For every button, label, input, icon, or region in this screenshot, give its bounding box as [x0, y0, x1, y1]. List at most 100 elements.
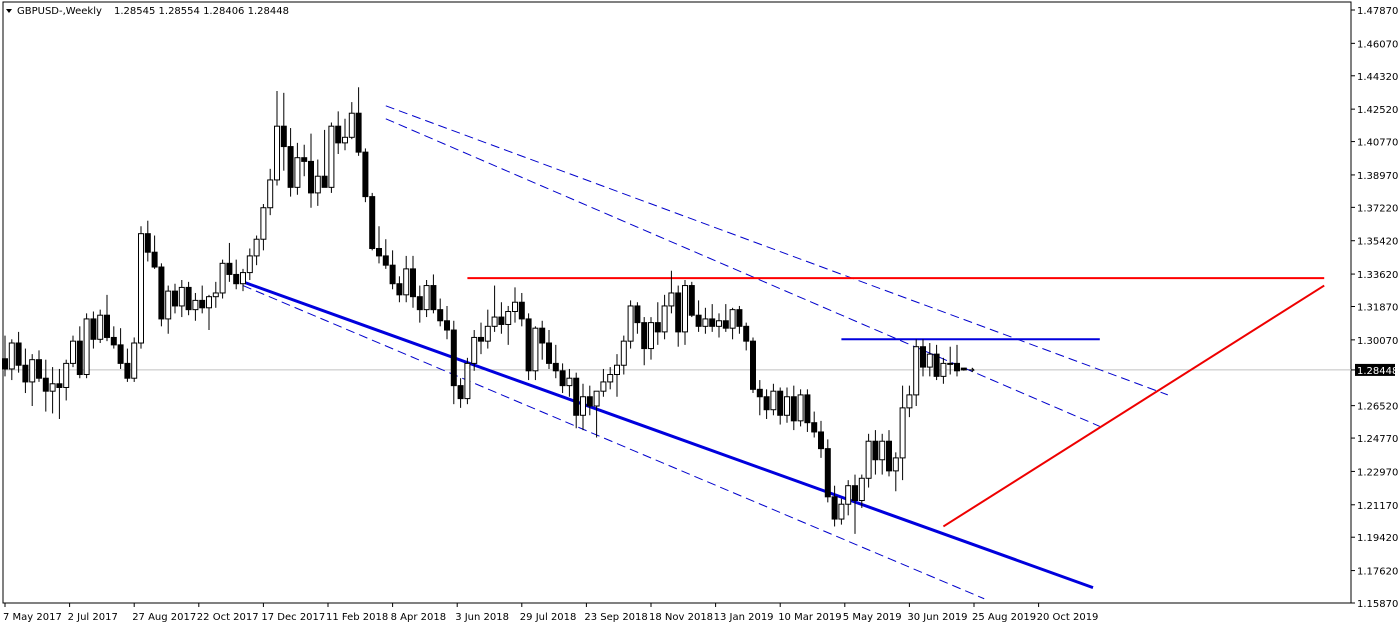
- candle-body: [498, 316, 505, 325]
- candle-body: [722, 320, 729, 329]
- price-tick-label: 1.38970: [1357, 171, 1398, 182]
- candle-body: [546, 342, 552, 364]
- candle: [736, 305, 743, 334]
- candle-body: [158, 266, 165, 320]
- candle: [233, 259, 240, 290]
- candle-body: [335, 125, 342, 144]
- candle: [546, 330, 552, 369]
- candle: [913, 339, 920, 407]
- candle-body: [532, 327, 539, 372]
- candle-body: [212, 292, 219, 298]
- candle: [246, 248, 253, 281]
- candle-body: [852, 485, 858, 502]
- candle: [450, 320, 457, 405]
- date-tick-label: 5 May 2019: [843, 612, 902, 623]
- candle-body: [627, 305, 634, 342]
- triangle-down-icon[interactable]: [6, 9, 12, 13]
- candle: [457, 378, 464, 408]
- candle: [321, 129, 328, 188]
- price-tick-label: 1.46070: [1357, 39, 1398, 50]
- candle-body: [906, 394, 913, 409]
- trendline-channel-middle-dashed: [385, 118, 1100, 427]
- candle: [940, 357, 947, 384]
- candle: [947, 346, 954, 375]
- candle: [76, 326, 83, 379]
- candle-body: [110, 336, 117, 346]
- candle: [661, 294, 668, 340]
- candle-body: [702, 318, 709, 327]
- candle: [49, 367, 56, 414]
- candle-body: [226, 262, 233, 275]
- candle-body: [552, 362, 559, 372]
- candle: [8, 339, 15, 381]
- candle: [518, 292, 525, 327]
- candle-body: [42, 377, 49, 392]
- candle-body: [940, 362, 947, 377]
- candle-body: [260, 207, 267, 240]
- candle-body: [464, 362, 471, 400]
- candle-body: [396, 283, 403, 296]
- candle: [539, 320, 546, 360]
- price-tick-label: 1.24770: [1357, 434, 1398, 445]
- candle-body: [192, 299, 199, 311]
- price-tick-label: 1.17620: [1357, 567, 1398, 578]
- candle-body: [620, 340, 627, 366]
- candle-body: [138, 233, 144, 344]
- candle-body: [566, 377, 573, 387]
- candle-body: [403, 268, 410, 296]
- candle-body: [580, 396, 586, 416]
- price-tick-label: 1.28448: [1357, 366, 1398, 377]
- candle: [906, 385, 913, 418]
- candle-body: [573, 377, 580, 416]
- candle: [376, 226, 382, 264]
- candle-body: [954, 362, 960, 372]
- last-price-arrow-icon: [968, 367, 976, 373]
- price-tick-label: 1.21170: [1357, 501, 1398, 512]
- trendlines-group: [242, 105, 1325, 600]
- date-tick-label: 10 Mar 2019: [778, 612, 841, 623]
- date-tick-label: 3 Jun 2018: [455, 612, 509, 623]
- price-tick-label: 1.33620: [1357, 270, 1398, 281]
- trendline-falling-support: [242, 280, 1094, 590]
- candle-body: [246, 255, 253, 274]
- candle-body: [70, 340, 76, 364]
- ohlc-values: 1.28545 1.28554 1.28406 1.28448: [114, 6, 289, 17]
- date-tick-label: 7 May 2017: [3, 612, 62, 623]
- candle: [777, 387, 784, 425]
- candle: [389, 250, 396, 290]
- candle-body: [362, 151, 369, 198]
- candle: [355, 87, 362, 156]
- candle-body: [8, 342, 15, 370]
- candle: [566, 368, 573, 397]
- candle-body: [389, 264, 396, 285]
- candle: [743, 322, 750, 351]
- candle-body: [199, 299, 206, 309]
- candle: [2, 335, 8, 377]
- candle: [484, 309, 491, 349]
- candle: [491, 285, 498, 332]
- candle-body: [491, 316, 498, 327]
- date-tick-label: 27 Aug 2017: [132, 612, 196, 623]
- candle: [580, 383, 586, 431]
- candle-body: [76, 340, 83, 376]
- candle-body: [593, 390, 600, 407]
- candle-body: [600, 381, 607, 392]
- candle-body: [811, 422, 818, 433]
- candle: [165, 285, 172, 334]
- candles-group: [2, 87, 976, 534]
- candle: [920, 339, 926, 377]
- candle-body: [736, 309, 743, 327]
- candle-body: [886, 440, 892, 472]
- candle: [695, 300, 702, 332]
- candle: [104, 294, 110, 342]
- candle: [342, 118, 348, 151]
- candle: [396, 276, 403, 303]
- candle: [804, 389, 811, 432]
- candle-body: [104, 314, 110, 338]
- candle-body: [947, 362, 954, 365]
- candle-body: [471, 336, 478, 364]
- candle: [416, 285, 423, 323]
- candle: [838, 498, 845, 525]
- candle-body: [444, 320, 450, 331]
